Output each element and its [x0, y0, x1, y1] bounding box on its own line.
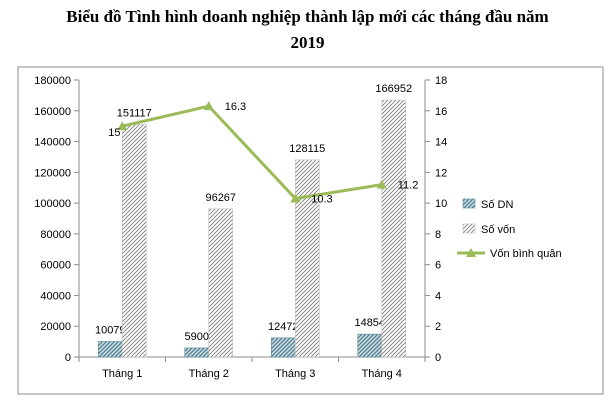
y-right-tick-label: 16	[435, 106, 447, 118]
y-left-tick-label: 0	[65, 352, 71, 364]
plot-area: 0 20000 40000 60000 80000 100000 120000 140000 1…	[34, 75, 447, 380]
y-left-tick-label: 20000	[40, 321, 71, 333]
chart-title: Biểu đồ Tình hình doanh nghiệp thành lập…	[0, 4, 615, 56]
x-tick-label: Tháng 4	[362, 368, 402, 380]
y-right-tick-label: 6	[435, 260, 441, 272]
y-left-tick-label: 120000	[34, 167, 71, 179]
bar-data-label: 166952	[375, 83, 412, 95]
y-left-tick-label: 80000	[40, 229, 71, 241]
legend-label-so-von: Số vốn	[481, 224, 515, 236]
y-left-tick-label: 100000	[34, 198, 71, 210]
y-left-tick-label: 160000	[34, 106, 71, 118]
chart-frame	[17, 66, 604, 395]
x-tick-label: Tháng 3	[275, 368, 315, 380]
line-point	[203, 101, 214, 111]
y-right-tick-label: 2	[435, 321, 441, 333]
line-data-label: 15	[108, 127, 120, 139]
line-data-label: 11.2	[398, 180, 419, 192]
bar-so-von	[294, 159, 320, 358]
x-tick-label: Tháng 2	[189, 368, 229, 380]
legend: Số DN Số vốn Vốn bình quân	[457, 198, 562, 260]
line-data-label: 10.3	[311, 193, 332, 205]
line-von-binh-quan	[121, 104, 382, 201]
bar-data-label: 5900	[185, 331, 209, 343]
y-left-tick-label: 140000	[34, 137, 71, 149]
bar-so-dn	[97, 341, 123, 358]
y-left-tick-label: 60000	[40, 260, 71, 272]
legend-marker-von-binh-quan	[466, 248, 476, 257]
chart-title-line2: 2019	[290, 33, 325, 52]
line-point	[376, 179, 387, 189]
x-tick-label: Tháng 1	[102, 368, 142, 380]
y-right-tick-label: 8	[435, 229, 441, 241]
bar-data-label: 128115	[289, 143, 325, 155]
y-left-tick-label: 180000	[34, 75, 71, 87]
y-left-tick-label: 40000	[40, 290, 71, 302]
legend-label-so-dn: Số DN	[481, 199, 513, 211]
y-right-tick-label: 4	[435, 290, 441, 302]
bar-so-dn	[357, 333, 383, 358]
bar-so-von	[381, 99, 407, 358]
bar-data-label: 12472	[268, 321, 299, 333]
bar-so-dn	[184, 347, 210, 358]
line-data-label: 16.3	[225, 101, 246, 113]
bar-so-von	[208, 208, 234, 358]
bar-data-label: 10079	[95, 324, 126, 336]
y-right-tick-label: 10	[435, 198, 447, 210]
bar-so-dn	[270, 337, 296, 358]
y-right-tick-label: 12	[435, 167, 447, 179]
y-right-tick-label: 18	[435, 75, 447, 87]
bar-data-label: 96267	[205, 192, 236, 204]
legend-label-von-binh-quan: Vốn bình quân	[490, 248, 562, 260]
bar-data-label: 14854	[354, 317, 385, 329]
y-right-tick-label: 0	[435, 352, 441, 364]
legend-swatch-so-von	[462, 223, 476, 234]
bar-so-von	[121, 124, 147, 358]
bar-data-label: 151117	[117, 107, 152, 119]
line-point	[117, 121, 128, 131]
chart-title-line1: Biểu đồ Tình hình doanh nghiệp thành lập…	[66, 7, 549, 26]
line-point	[290, 193, 301, 203]
y-right-tick-label: 14	[435, 137, 447, 149]
legend-swatch-so-dn	[462, 198, 476, 209]
